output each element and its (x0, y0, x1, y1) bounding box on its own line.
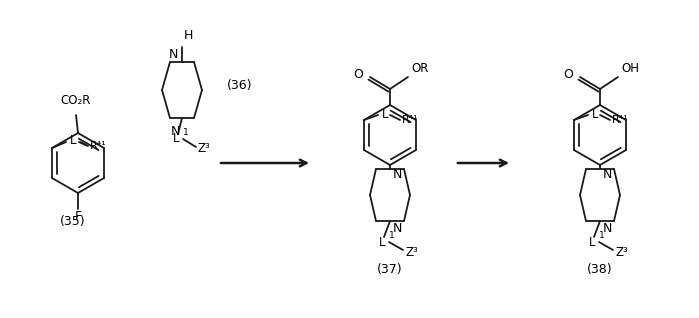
Text: (37): (37) (377, 262, 403, 275)
Text: N: N (603, 168, 612, 181)
Text: CO₂R: CO₂R (61, 94, 91, 107)
Text: 1: 1 (183, 128, 189, 137)
Text: L: L (173, 133, 179, 146)
Text: R⁴¹: R⁴¹ (612, 115, 629, 125)
Text: L: L (378, 236, 385, 248)
Text: OR: OR (411, 62, 428, 75)
Text: (38): (38) (587, 262, 613, 275)
Text: F: F (74, 210, 82, 223)
Text: (35): (35) (60, 215, 86, 227)
Text: Z³: Z³ (405, 245, 418, 259)
Text: L: L (589, 236, 595, 248)
Text: O: O (353, 68, 363, 81)
Text: N: N (171, 125, 180, 138)
Text: 1: 1 (599, 231, 605, 240)
Text: (36): (36) (227, 79, 252, 92)
Text: N: N (168, 47, 178, 60)
Text: H: H (184, 29, 194, 42)
Text: OH: OH (621, 62, 639, 75)
Text: N: N (393, 222, 403, 234)
Text: N: N (603, 222, 612, 234)
Text: L: L (592, 107, 598, 121)
Text: R⁴¹: R⁴¹ (402, 115, 419, 125)
Text: O: O (563, 68, 573, 81)
Text: N: N (393, 168, 403, 181)
Text: L: L (70, 135, 76, 148)
Text: L: L (382, 107, 389, 121)
Text: R⁴¹: R⁴¹ (90, 141, 107, 151)
Text: Z³: Z³ (198, 142, 211, 156)
Text: 1: 1 (389, 231, 395, 240)
Text: Z³: Z³ (615, 245, 628, 259)
